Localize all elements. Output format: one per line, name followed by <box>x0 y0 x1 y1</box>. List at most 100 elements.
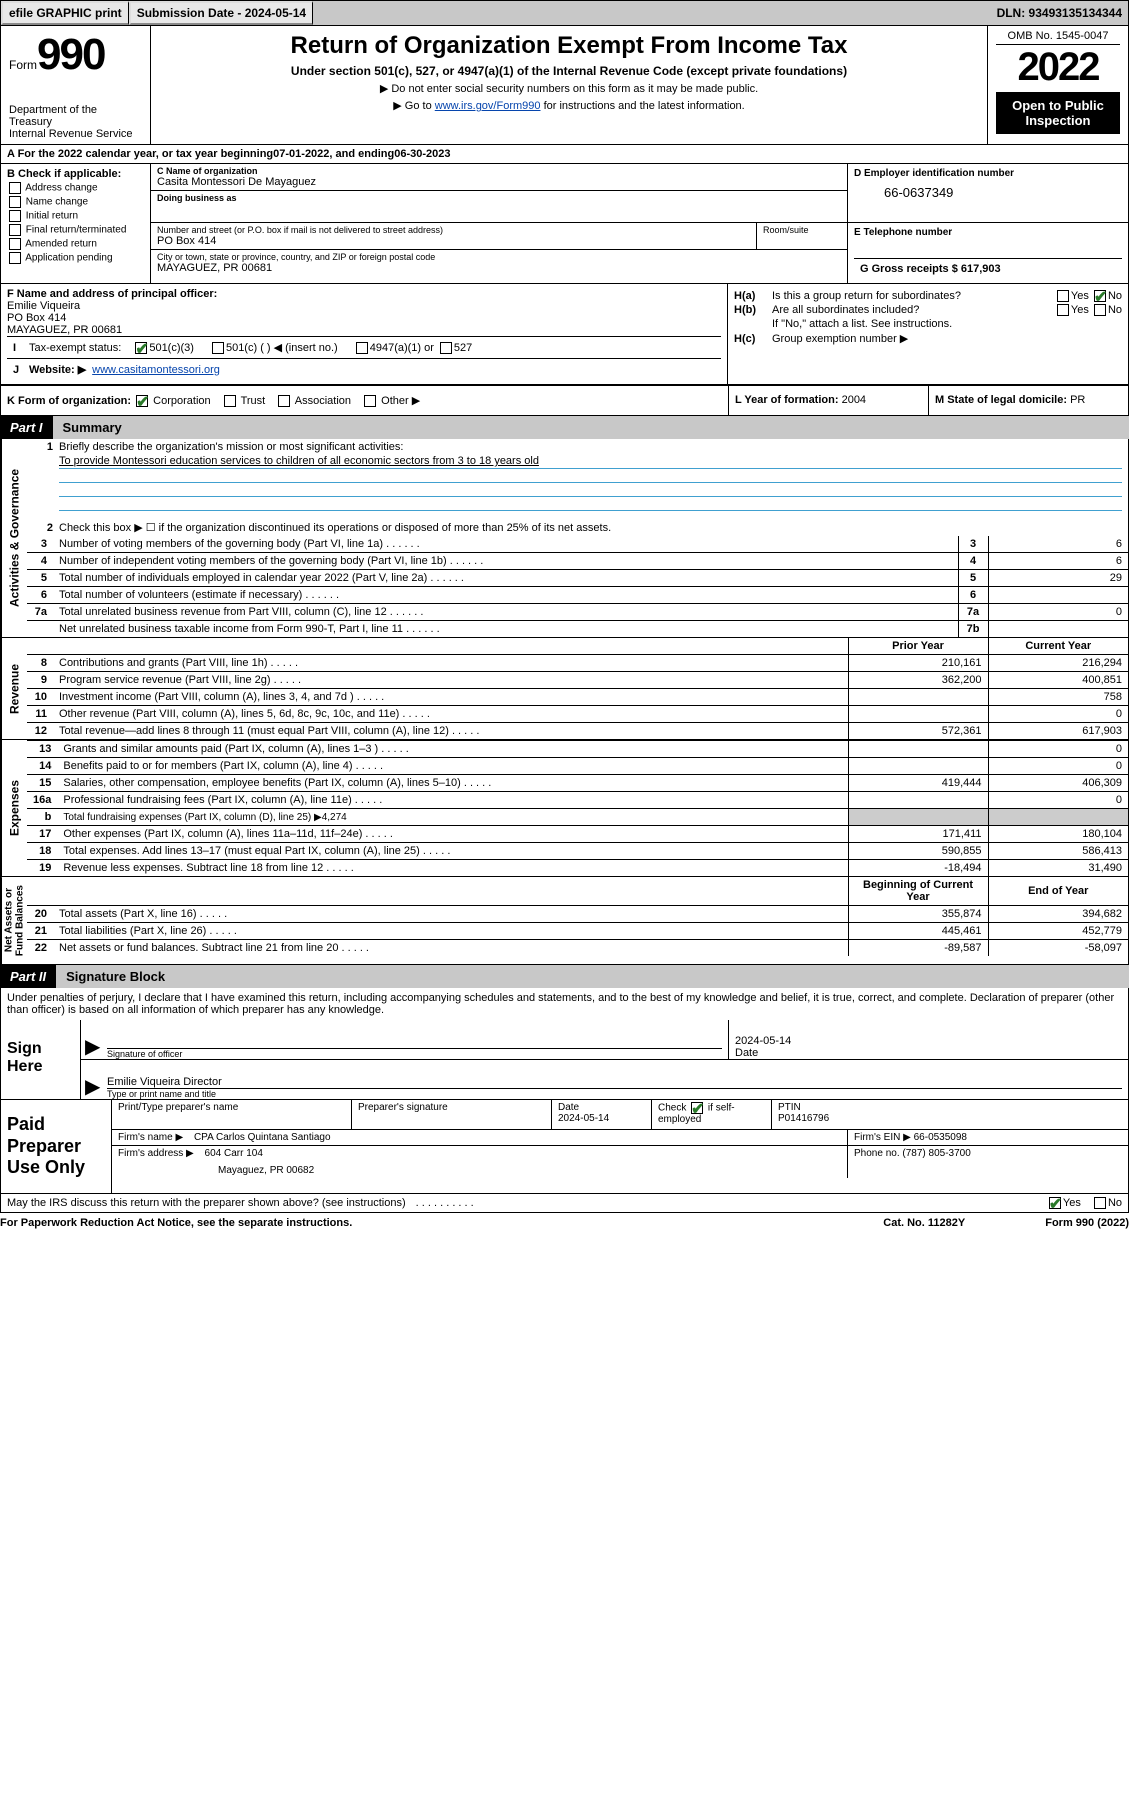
line-text: Professional fundraising fees (Part IX, … <box>57 792 848 809</box>
firm-name-label: Firm's name ▶ <box>118 1132 183 1143</box>
line-prior: -89,587 <box>848 940 988 957</box>
preparer-block: Paid Preparer Use Only Print/Type prepar… <box>0 1100 1129 1194</box>
section-k: K Form of organization: Corporation Trus… <box>1 386 728 415</box>
website-link[interactable]: www.casitamontessori.org <box>92 364 220 376</box>
row-a-mid: , and ending <box>329 148 394 160</box>
paperwork-notice: For Paperwork Reduction Act Notice, see … <box>0 1217 352 1229</box>
self-employed-check[interactable] <box>691 1102 703 1114</box>
org-name: Casita Montessori De Mayaguez <box>157 176 841 188</box>
tax-exempt-label: Tax-exempt status: <box>29 342 121 354</box>
city-label: City or town, state or province, country… <box>157 252 841 262</box>
line-text: Total fundraising expenses (Part IX, col… <box>57 809 848 826</box>
gov-line-num: 5 <box>27 570 53 587</box>
gov-line-value: 29 <box>988 570 1128 587</box>
line-prior: 572,361 <box>848 723 988 740</box>
part-1-number: Part I <box>0 416 53 439</box>
check-527[interactable] <box>440 342 452 354</box>
tax-year-begin: 07-01-2022 <box>273 148 329 160</box>
domicile-label: M State of legal domicile: <box>935 394 1067 406</box>
check-final-return[interactable]: Final return/terminated <box>7 224 144 236</box>
sig-date-label: Date <box>735 1047 1122 1059</box>
top-bar: efile GRAPHIC print Submission Date - 20… <box>0 0 1129 26</box>
revenue-table: Prior Year Current Year 8Contributions a… <box>27 638 1128 739</box>
instructions-link[interactable]: www.irs.gov/Form990 <box>435 100 541 112</box>
check-other[interactable] <box>364 395 376 407</box>
check-501c3[interactable] <box>135 342 147 354</box>
section-f: F Name and address of principal officer:… <box>1 284 728 384</box>
signature-block: Sign Here ▶ Signature of officer 2024-05… <box>0 1020 1129 1100</box>
prep-name-label: Print/Type preparer's name <box>118 1102 345 1113</box>
section-h: H(a) Is this a group return for subordin… <box>728 284 1128 384</box>
line-text: Total assets (Part X, line 16) . . . . . <box>53 906 848 923</box>
row-j-label: J <box>13 364 29 376</box>
form-note-2: Go to www.irs.gov/Form990 for instructio… <box>159 99 979 112</box>
officer-name-label: Type or print name and title <box>107 1088 1122 1099</box>
spacer <box>313 1 990 25</box>
line-num: 17 <box>27 826 57 843</box>
line-num: 21 <box>27 923 53 940</box>
line-num: b <box>27 809 57 826</box>
gov-line-text: Number of independent voting members of … <box>53 553 958 570</box>
check-trust[interactable] <box>224 395 236 407</box>
officer-name-title: Emilie Viqueira Director <box>107 1076 1122 1088</box>
current-year-header: Current Year <box>988 638 1128 655</box>
ha-no[interactable] <box>1094 290 1106 302</box>
dln-label: DLN: 93493135134344 <box>991 1 1128 25</box>
prep-check-label: Check <box>658 1103 686 1114</box>
ptin-value: P01416796 <box>778 1113 1122 1124</box>
street-value: PO Box 414 <box>157 235 750 247</box>
efile-print-button[interactable]: efile GRAPHIC print <box>1 1 129 25</box>
officer-signature-label: Signature of officer <box>107 1048 722 1059</box>
gov-line-value <box>988 587 1128 604</box>
check-501c[interactable] <box>212 342 224 354</box>
hc-label: H(c) <box>734 333 772 345</box>
section-c-address: Number and street (or P.O. box if mail i… <box>151 223 848 283</box>
officer-city: MAYAGUEZ, PR 00681 <box>7 324 721 336</box>
line-current: 586,413 <box>988 843 1128 860</box>
gov-line-value <box>988 621 1128 638</box>
gov-line-key: 6 <box>958 587 988 604</box>
submission-date-button[interactable]: Submission Date - 2024-05-14 <box>129 1 313 25</box>
discuss-yes[interactable] <box>1049 1197 1061 1209</box>
ha-yes[interactable] <box>1057 290 1069 302</box>
row-i-label: I <box>13 342 29 354</box>
prep-date-value: 2024-05-14 <box>558 1113 645 1124</box>
hc-text: Group exemption number ▶ <box>772 332 1122 345</box>
check-initial-return[interactable]: Initial return <box>7 210 144 222</box>
discuss-no[interactable] <box>1094 1197 1106 1209</box>
prior-year-header: Prior Year <box>848 638 988 655</box>
gov-line-num: 7a <box>27 604 53 621</box>
line-2-num: 2 <box>33 522 59 534</box>
hb-yes[interactable] <box>1057 304 1069 316</box>
tax-year: 2022 <box>996 45 1120 90</box>
line-num: 15 <box>27 775 57 792</box>
gov-line-value: 6 <box>988 553 1128 570</box>
check-amended-return[interactable]: Amended return <box>7 238 144 250</box>
gov-line-key: 5 <box>958 570 988 587</box>
begin-year-header: Beginning of Current Year <box>848 877 988 906</box>
check-corporation[interactable] <box>136 395 148 407</box>
officer-label: F Name and address of principal officer: <box>7 288 721 300</box>
check-4947[interactable] <box>356 342 368 354</box>
vtab-revenue: Revenue <box>1 638 27 739</box>
line-num: 18 <box>27 843 57 860</box>
cat-number: Cat. No. 11282Y <box>883 1217 965 1229</box>
mission-blank-1 <box>59 469 1122 483</box>
check-address-change[interactable]: Address change <box>7 182 144 194</box>
form-number: 990 <box>37 30 104 79</box>
check-application-pending[interactable]: Application pending <box>7 252 144 264</box>
hb-no[interactable] <box>1094 304 1106 316</box>
line-num: 10 <box>27 689 53 706</box>
check-association[interactable] <box>278 395 290 407</box>
netassets-table: Beginning of Current Year End of Year 20… <box>27 877 1128 956</box>
section-g: G Gross receipts $ 617,903 <box>854 258 1122 279</box>
prep-date-label: Date <box>558 1102 645 1113</box>
prep-name-value <box>118 1113 345 1127</box>
ptin-label: PTIN <box>778 1102 1122 1113</box>
summary-revenue: Revenue Prior Year Current Year 8Contrib… <box>0 638 1129 740</box>
check-name-change[interactable]: Name change <box>7 196 144 208</box>
line-prior: 362,200 <box>848 672 988 689</box>
gov-line-text: Total number of volunteers (estimate if … <box>53 587 958 604</box>
part-2-number: Part II <box>0 965 56 988</box>
gov-line-value: 0 <box>988 604 1128 621</box>
